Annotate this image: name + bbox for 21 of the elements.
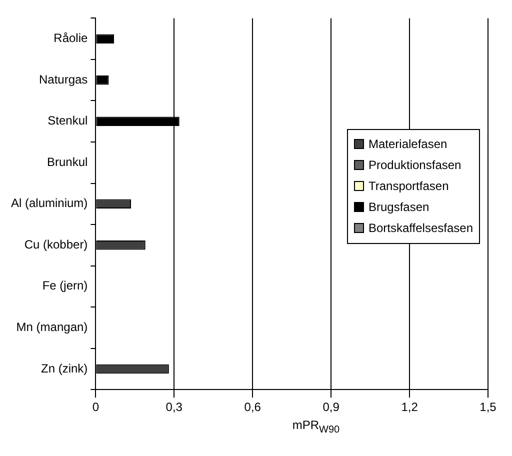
y-tick-label: Brunkul xyxy=(46,154,88,169)
legend-label: Bortskaffelsesfasen xyxy=(368,220,473,237)
x-tick-label: 0 xyxy=(92,400,100,414)
y-tick-label: Naturgas xyxy=(38,72,88,86)
legend-label: Brugsfasen xyxy=(368,198,430,216)
y-tick-label: Al (aluminium) xyxy=(10,196,88,210)
x-tick-label: 0,9 xyxy=(322,400,340,414)
y-tick-label: Stenkul xyxy=(48,114,88,128)
y-tick-label: Cu (kobber) xyxy=(24,237,88,252)
legend-label: Transportfasen xyxy=(368,178,449,195)
y-tick-label: Fe (jern) xyxy=(42,278,88,293)
legend-label: Materialefasen xyxy=(368,136,448,153)
x-tick-label: 0,6 xyxy=(244,400,262,414)
x-tick-label: 1,5 xyxy=(480,400,497,414)
legend-label: Produktionsfasen xyxy=(368,156,462,174)
x-tick-label: 0,3 xyxy=(166,400,183,414)
y-tick-label: Råolie xyxy=(54,31,88,46)
x-axis-title: mPR$_{W90}$ xyxy=(291,418,341,436)
y-tick-label: Mn (mangan) xyxy=(16,320,88,334)
x-tick-label: 1,2 xyxy=(401,400,418,414)
y-tick-label: Zn (zink) xyxy=(41,361,88,376)
